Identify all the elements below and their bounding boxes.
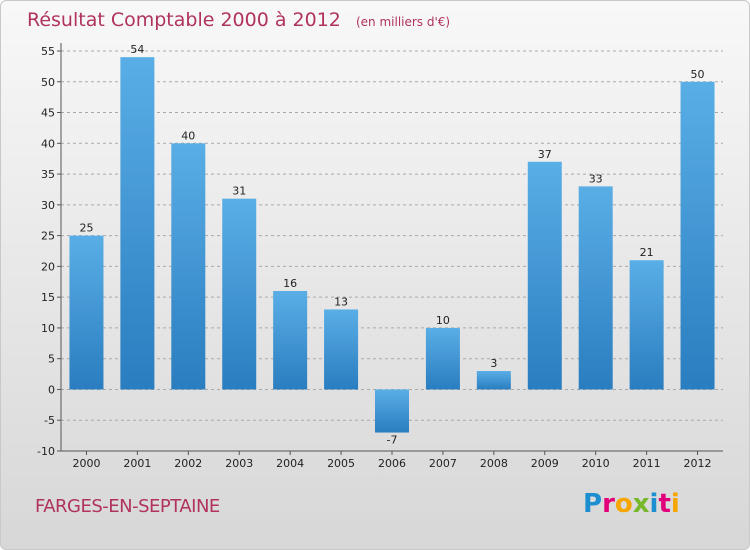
bar-2000 bbox=[69, 235, 104, 390]
bar-value-label: 40 bbox=[181, 129, 195, 142]
bar-2008 bbox=[476, 371, 511, 390]
bar-value-label: -7 bbox=[387, 434, 398, 447]
bar-2010 bbox=[578, 186, 613, 390]
y-tick-label: 25 bbox=[41, 230, 55, 243]
bar-2003 bbox=[222, 198, 257, 390]
bar-value-label: 3 bbox=[490, 357, 497, 370]
y-tick-label: 20 bbox=[41, 260, 55, 273]
title-row: Résultat Comptable 2000 à 2012 (en milli… bbox=[27, 9, 450, 31]
y-tick-label: 50 bbox=[41, 76, 55, 89]
bar-2012 bbox=[680, 81, 715, 390]
y-tick-label: 5 bbox=[48, 353, 55, 366]
bar-value-label: 13 bbox=[334, 295, 348, 308]
bar-value-label: 21 bbox=[640, 246, 654, 259]
y-tick-label: 45 bbox=[41, 107, 55, 120]
commune-name: FARGES-EN-SEPTAINE bbox=[35, 496, 220, 517]
x-tick-label: 2009 bbox=[531, 457, 559, 470]
x-tick-label: 2011 bbox=[633, 457, 661, 470]
y-tick-label: -5 bbox=[44, 414, 55, 427]
x-tick-label: 2010 bbox=[582, 457, 610, 470]
bar-2011 bbox=[629, 260, 664, 390]
bar-2002 bbox=[171, 143, 206, 390]
bar-2001 bbox=[120, 57, 155, 390]
x-tick-label: 2002 bbox=[174, 457, 202, 470]
bar-chart: -10 -5 0 5 10 15 20 25 30 35 40 45 50 55 25 2000 54 2001 4… bbox=[37, 43, 723, 470]
y-tick-label: 15 bbox=[41, 291, 55, 304]
bar-value-label: 37 bbox=[538, 148, 552, 161]
y-tick-label: 55 bbox=[41, 45, 55, 58]
x-tick-label: 2001 bbox=[123, 457, 151, 470]
y-tick-label: 10 bbox=[41, 322, 55, 335]
bar-2004 bbox=[273, 291, 308, 390]
bar-value-label: 25 bbox=[79, 222, 93, 235]
x-tick-label: 2003 bbox=[225, 457, 253, 470]
proxiti-logo[interactable]: Proxiti bbox=[583, 489, 680, 519]
x-tick-label: 2012 bbox=[684, 457, 712, 470]
bar-2007 bbox=[425, 327, 460, 390]
logo-letter: o bbox=[614, 489, 633, 519]
bar-value-label: 10 bbox=[436, 314, 450, 327]
chart-subtitle: (en milliers d'€) bbox=[355, 15, 451, 29]
logo-letter: x bbox=[632, 489, 650, 519]
x-tick-label: 2007 bbox=[429, 457, 457, 470]
bar-value-label: 33 bbox=[589, 172, 603, 185]
x-tick-label: 2000 bbox=[72, 457, 100, 470]
y-tick-label: 40 bbox=[41, 137, 55, 150]
logo-letter: i bbox=[649, 489, 659, 519]
logo-letter: i bbox=[670, 489, 680, 519]
y-tick-label: 0 bbox=[48, 383, 55, 396]
x-tick-label: 2006 bbox=[378, 457, 406, 470]
y-tick-label: -10 bbox=[37, 445, 55, 458]
bar-value-label: 50 bbox=[691, 68, 705, 81]
bar-value-label: 16 bbox=[283, 277, 297, 290]
logo-letter: P bbox=[583, 489, 603, 519]
bar-2009 bbox=[527, 161, 562, 390]
bar-2006 bbox=[375, 389, 409, 433]
y-tick-label: 30 bbox=[41, 199, 55, 212]
x-tick-label: 2008 bbox=[480, 457, 508, 470]
x-tick-label: 2004 bbox=[276, 457, 304, 470]
bar-2005 bbox=[324, 309, 359, 390]
bar-value-label: 54 bbox=[130, 43, 144, 56]
logo-letter: r bbox=[602, 489, 615, 519]
y-tick-label: 35 bbox=[41, 168, 55, 181]
chart-title: Résultat Comptable 2000 à 2012 bbox=[27, 9, 341, 31]
logo-letter: t bbox=[658, 489, 671, 519]
x-tick-label: 2005 bbox=[327, 457, 355, 470]
bar-value-label: 31 bbox=[232, 185, 246, 198]
